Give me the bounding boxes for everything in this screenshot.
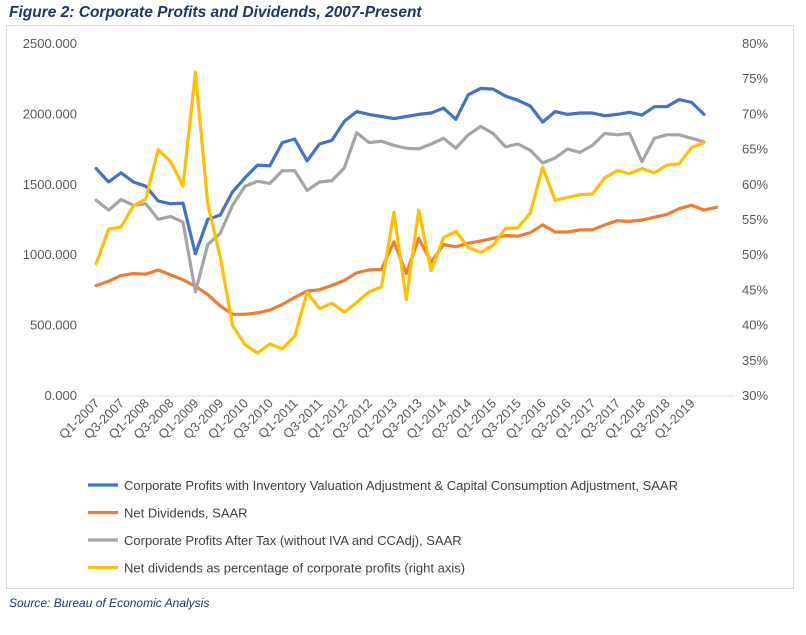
series-line-1 <box>94 86 706 256</box>
y-axis-tick-label: 0.000 <box>44 388 77 403</box>
legend-label-3: Corporate Profits After Tax (without IVA… <box>124 533 462 548</box>
legend-label-2: Net Dividends, SAAR <box>124 506 248 521</box>
source-note: Source: Bureau of Economic Analysis <box>9 596 210 610</box>
y2-axis-tick-label: 80% <box>742 36 768 51</box>
y2-axis-tick-label: 60% <box>742 177 768 192</box>
legend-label-1: Corporate Profits with Inventory Valuati… <box>124 478 678 493</box>
figure-title: Figure 2: Corporate Profits and Dividend… <box>9 4 422 21</box>
y-axis-tick-label: 2000.000 <box>23 106 77 121</box>
y2-axis-tick-label: 30% <box>742 388 768 403</box>
y-axis-tick-label: 500.000 <box>30 318 77 333</box>
y2-axis-tick-label: 65% <box>742 142 768 157</box>
chart-frame <box>6 25 794 589</box>
y2-axis-tick-label: 50% <box>742 247 768 262</box>
y-axis-tick-label: 1500.000 <box>23 177 77 192</box>
y2-axis-tick-label: 45% <box>742 282 768 297</box>
y2-axis-tick-label: 70% <box>742 106 768 121</box>
y2-axis-tick-label: 75% <box>742 71 768 86</box>
series-line-3 <box>94 124 706 294</box>
series-line-2 <box>94 203 719 316</box>
legend-label-4: Net dividends as percentage of corporate… <box>124 561 465 576</box>
y-axis-tick-label: 2500.000 <box>23 36 77 51</box>
y2-axis-tick-label: 55% <box>742 212 768 227</box>
y2-axis-tick-label: 40% <box>742 318 768 333</box>
y2-axis-tick-label: 35% <box>742 353 768 368</box>
series-line-4 <box>94 70 706 355</box>
y-axis-tick-label: 1000.000 <box>23 247 77 262</box>
